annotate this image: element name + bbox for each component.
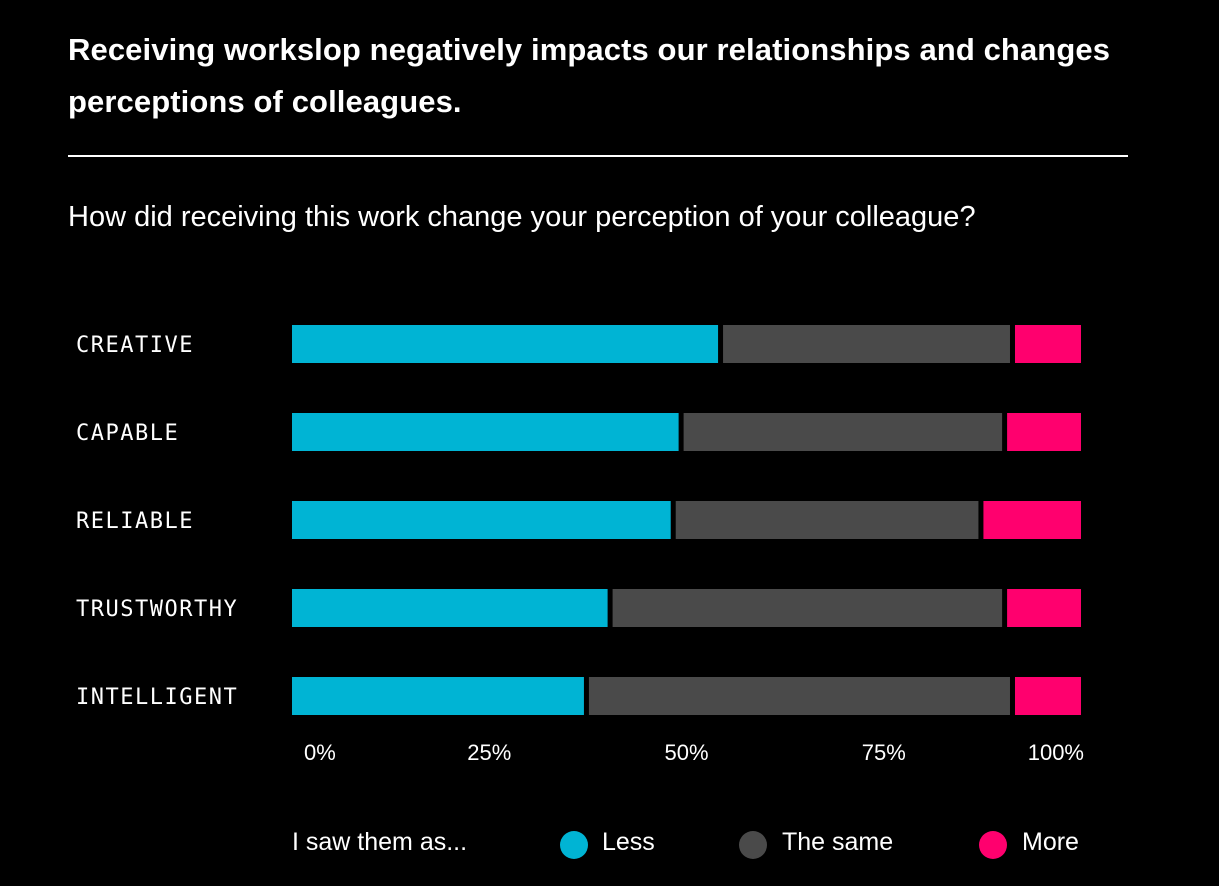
bar-creative-less	[292, 325, 719, 363]
category-label-creative: CREATIVE	[76, 333, 194, 358]
bar-trustworthy-less	[292, 589, 608, 627]
bar-trustworthy-more	[1007, 589, 1081, 627]
bar-reliable-less	[292, 501, 671, 539]
legend-swatch-same	[739, 831, 767, 859]
x-tick-label: 75%	[862, 740, 906, 765]
x-tick-label: 50%	[664, 740, 708, 765]
x-tick-label: 0%	[304, 740, 336, 765]
chart-plot: CREATIVE CAPABLE RELIABLE TRUSTWORTHY INTELL…	[76, 325, 1084, 765]
bar-capable-less	[292, 413, 679, 451]
category-label-trustworthy: TRUSTWORTHY	[76, 597, 238, 622]
chart-title: Receiving workslop negatively impacts ou…	[68, 32, 1111, 119]
bar-intelligent-same	[588, 677, 1010, 715]
legend-label-more: More	[1022, 828, 1079, 856]
legend-swatch-less	[560, 831, 588, 859]
bar-creative-more	[1014, 325, 1081, 363]
legend-label-same: The same	[782, 828, 894, 856]
title-divider	[68, 155, 1128, 157]
bar-creative-same	[723, 325, 1010, 363]
legend: I saw them as... Less The same More	[292, 824, 1092, 864]
x-tick-label: 25%	[467, 740, 511, 765]
bar-capable-same	[683, 413, 1003, 451]
bar-capable-more	[1007, 413, 1081, 451]
bar-intelligent-less	[292, 677, 584, 715]
category-label-reliable: RELIABLE	[76, 509, 194, 534]
legend-label-less: Less	[602, 828, 655, 856]
x-tick-label: 100%	[1028, 740, 1084, 765]
legend-title: I saw them as...	[292, 828, 468, 856]
chart-subtitle: How did receiving this work change your …	[68, 201, 976, 233]
category-label-capable: CAPABLE	[76, 421, 179, 446]
legend-swatch-more	[979, 831, 1007, 859]
category-label-intelligent: INTELLIGENT	[76, 685, 238, 710]
bar-trustworthy-same	[612, 589, 1003, 627]
bar-reliable-same	[675, 501, 979, 539]
bar-intelligent-more	[1014, 677, 1081, 715]
bar-reliable-more	[983, 501, 1081, 539]
